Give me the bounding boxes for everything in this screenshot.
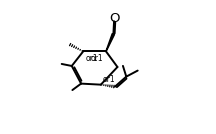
Text: O: O <box>110 12 120 25</box>
Text: or1: or1 <box>86 54 99 63</box>
Polygon shape <box>106 34 114 51</box>
Text: or1: or1 <box>102 75 115 84</box>
Text: or1: or1 <box>91 54 104 63</box>
